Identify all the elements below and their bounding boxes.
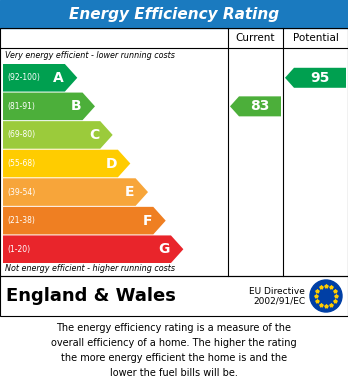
Text: C: C (89, 128, 99, 142)
Polygon shape (3, 178, 148, 206)
Text: EU Directive: EU Directive (249, 287, 305, 296)
Polygon shape (230, 96, 281, 117)
Polygon shape (3, 150, 130, 177)
Text: (21-38): (21-38) (7, 216, 35, 225)
Polygon shape (3, 207, 166, 235)
Bar (0, 276, 348, 316)
Text: England & Wales: England & Wales (6, 287, 176, 305)
Text: (81-91): (81-91) (7, 102, 35, 111)
Polygon shape (3, 93, 95, 120)
Text: Not energy efficient - higher running costs: Not energy efficient - higher running co… (5, 264, 175, 273)
Text: (69-80): (69-80) (7, 131, 35, 140)
Text: B: B (71, 99, 81, 113)
Text: G: G (159, 242, 170, 256)
Text: Potential: Potential (293, 33, 339, 43)
Text: Energy Efficiency Rating: Energy Efficiency Rating (69, 7, 279, 22)
Text: (55-68): (55-68) (7, 159, 35, 168)
Text: Very energy efficient - lower running costs: Very energy efficient - lower running co… (5, 51, 175, 60)
Bar (0, 28, 348, 276)
Text: 83: 83 (250, 99, 270, 113)
Text: F: F (143, 213, 152, 228)
Text: (92-100): (92-100) (7, 73, 40, 82)
Text: (39-54): (39-54) (7, 188, 35, 197)
Polygon shape (285, 68, 346, 88)
Bar (0, 0, 348, 28)
Text: D: D (105, 156, 117, 170)
Text: The energy efficiency rating is a measure of the
overall efficiency of a home. T: The energy efficiency rating is a measur… (51, 323, 297, 378)
Polygon shape (3, 121, 113, 149)
Text: 2002/91/EC: 2002/91/EC (253, 296, 305, 305)
Circle shape (310, 280, 342, 312)
Polygon shape (3, 235, 183, 263)
Text: A: A (53, 71, 64, 85)
Text: E: E (125, 185, 135, 199)
Text: (1-20): (1-20) (7, 245, 30, 254)
Text: 95: 95 (310, 71, 330, 85)
Polygon shape (3, 64, 77, 91)
Text: Current: Current (236, 33, 275, 43)
